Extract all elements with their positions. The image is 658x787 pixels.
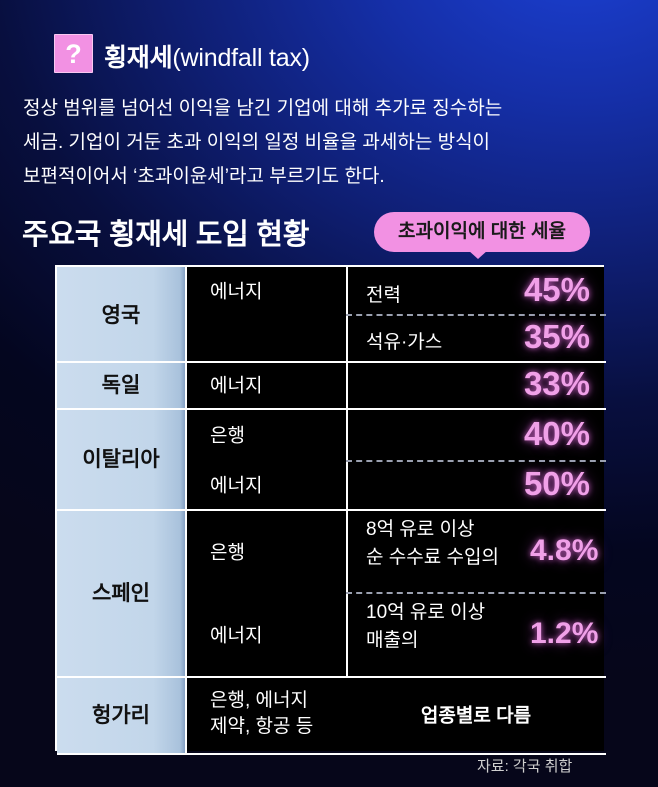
svg-text:?: ? xyxy=(65,39,82,69)
